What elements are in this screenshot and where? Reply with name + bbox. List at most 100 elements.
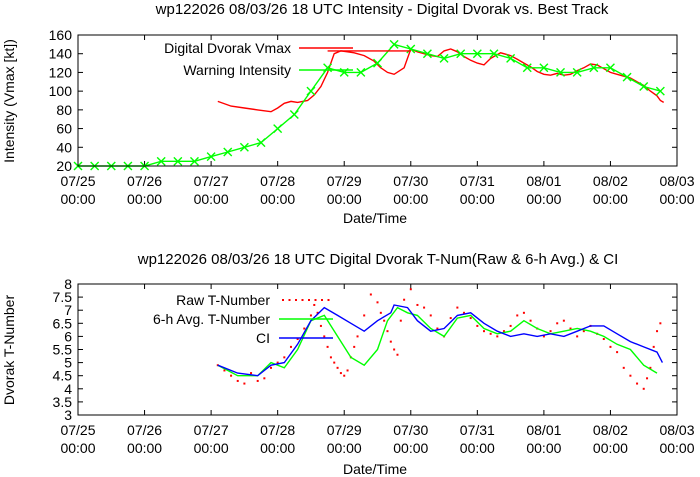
- series-point-raw-t-number: [409, 288, 412, 291]
- series-point-raw-t-number: [469, 317, 472, 320]
- legend-label-avg-tnum: 6-h Avg. T-Number: [153, 311, 270, 327]
- series-point-raw-t-number: [276, 361, 279, 364]
- series-point-raw-t-number: [502, 330, 505, 333]
- x-tick-label-time: 00:00: [194, 440, 229, 456]
- series-marker-warning-intensity: [655, 86, 665, 96]
- tnum-x-axis-label: Date/Time: [343, 461, 407, 477]
- series-marker-warning-intensity: [556, 67, 566, 77]
- x-tick-label-time: 00:00: [327, 191, 362, 207]
- series-marker-warning-intensity: [622, 72, 632, 82]
- series-point-raw-t-number: [396, 353, 399, 356]
- x-tick-label-time: 00:00: [659, 440, 694, 456]
- x-tick-label-time: 00:00: [60, 440, 95, 456]
- series-marker-warning-intensity: [156, 156, 166, 166]
- series-line-digital-dvorak-vmax: [217, 48, 665, 113]
- x-tick-label-date: 07/29: [327, 173, 362, 189]
- x-tick-label-time: 00:00: [659, 191, 694, 207]
- y-tick-label: 4: [64, 381, 72, 397]
- y-tick-label: 120: [49, 64, 73, 80]
- series-point-raw-t-number: [363, 314, 366, 317]
- y-tick-label: 7: [64, 302, 72, 318]
- series-point-raw-t-number: [356, 335, 359, 338]
- x-tick-label-date: 08/02: [593, 422, 628, 438]
- legend-dot: [314, 299, 317, 301]
- series-line-warning-intensity: [78, 43, 661, 167]
- series-point-raw-t-number: [379, 311, 382, 314]
- series-point-raw-t-number: [339, 372, 342, 375]
- y-tick-label: 5: [64, 355, 72, 371]
- x-tick-label-time: 00:00: [460, 191, 495, 207]
- series-point-raw-t-number: [263, 377, 266, 380]
- y-tick-label: 160: [49, 27, 73, 43]
- y-tick-label: 3.5: [53, 394, 73, 410]
- series-point-raw-t-number: [319, 324, 322, 327]
- x-tick-label-time: 00:00: [260, 191, 295, 207]
- series-point-raw-t-number: [376, 301, 379, 304]
- x-tick-label-date: 07/30: [393, 173, 428, 189]
- series-marker-warning-intensity: [572, 67, 582, 77]
- tnum-series: [216, 288, 664, 390]
- series-marker-warning-intensity: [589, 63, 599, 73]
- series-point-raw-t-number: [496, 335, 499, 338]
- legend-label-warning-intensity: Warning Intensity: [183, 62, 291, 78]
- series-point-raw-t-number: [343, 374, 346, 377]
- legend-label-ci: CI: [256, 330, 270, 346]
- series-marker-warning-intensity: [522, 63, 532, 73]
- series-point-raw-t-number: [296, 338, 299, 341]
- intensity-chart-title: wp122026 08/03/26 18 UTC Intensity - Dig…: [155, 1, 609, 18]
- series-point-raw-t-number: [326, 345, 329, 348]
- series-point-raw-t-number: [576, 335, 579, 338]
- series-point-raw-t-number: [346, 369, 349, 372]
- x-tick-label-time: 00:00: [526, 440, 561, 456]
- series-point-raw-t-number: [353, 345, 356, 348]
- series-point-raw-t-number: [482, 330, 485, 333]
- x-tick-label-date: 07/31: [460, 422, 495, 438]
- x-tick-label-date: 08/03: [659, 173, 694, 189]
- series-point-raw-t-number: [309, 314, 312, 317]
- y-tick-label: 40: [56, 139, 72, 155]
- x-tick-label-time: 00:00: [260, 440, 295, 456]
- series-marker-warning-intensity: [356, 67, 366, 77]
- series-point-raw-t-number: [509, 324, 512, 327]
- y-tick-label: 80: [56, 102, 72, 118]
- series-point-raw-t-number: [622, 366, 625, 369]
- x-tick-label-date: 08/02: [593, 173, 628, 189]
- legend-dot: [308, 299, 310, 301]
- x-tick-label-time: 00:00: [393, 191, 428, 207]
- series-point-raw-t-number: [463, 311, 466, 314]
- series-marker-warning-intensity: [289, 110, 299, 120]
- x-tick-label-date: 08/03: [659, 422, 694, 438]
- series-point-raw-t-number: [223, 369, 226, 372]
- series-point-raw-t-number: [303, 327, 306, 330]
- intensity-x-axis-label: Date/Time: [343, 210, 407, 226]
- x-tick-label-time: 00:00: [593, 191, 628, 207]
- x-tick-label-time: 00:00: [327, 440, 362, 456]
- series-point-raw-t-number: [449, 317, 452, 320]
- series-point-raw-t-number: [582, 330, 585, 333]
- series-marker-warning-intensity: [639, 81, 649, 91]
- series-point-raw-t-number: [329, 356, 332, 359]
- y-tick-label: 140: [49, 46, 73, 62]
- series-point-raw-t-number: [436, 327, 439, 330]
- x-tick-label-date: 07/26: [127, 422, 162, 438]
- series-point-raw-t-number: [283, 356, 286, 359]
- intensity-plot-frame: [77, 34, 678, 167]
- tnum-panel: wp122026 08/03/26 18 UTC Digital Dvorak …: [1, 251, 695, 477]
- legend-swatch-raw-tnum: [282, 299, 330, 301]
- x-tick-label-date: 07/30: [393, 422, 428, 438]
- series-point-raw-t-number: [602, 338, 605, 341]
- intensity-ticks: 07/25 00:00 07/26 00:00 07/27 00:00 07/28 00:00…: [49, 27, 695, 207]
- series-point-raw-t-number: [516, 314, 519, 317]
- x-tick-label-date: 07/28: [260, 422, 295, 438]
- series-point-raw-t-number: [646, 377, 649, 380]
- series-point-raw-t-number: [629, 374, 632, 377]
- series-point-raw-t-number: [456, 306, 459, 309]
- series-point-raw-t-number: [562, 319, 565, 322]
- y-tick-label: 4.5: [53, 368, 73, 384]
- tnum-chart-title: wp122026 08/03/26 18 UTC Digital Dvorak …: [137, 251, 619, 268]
- tnum-plot-frame: [77, 283, 678, 416]
- series-marker-warning-intensity: [206, 152, 216, 162]
- series-point-raw-t-number: [333, 361, 336, 364]
- legend-label-raw-tnum: Raw T-Number: [176, 292, 270, 308]
